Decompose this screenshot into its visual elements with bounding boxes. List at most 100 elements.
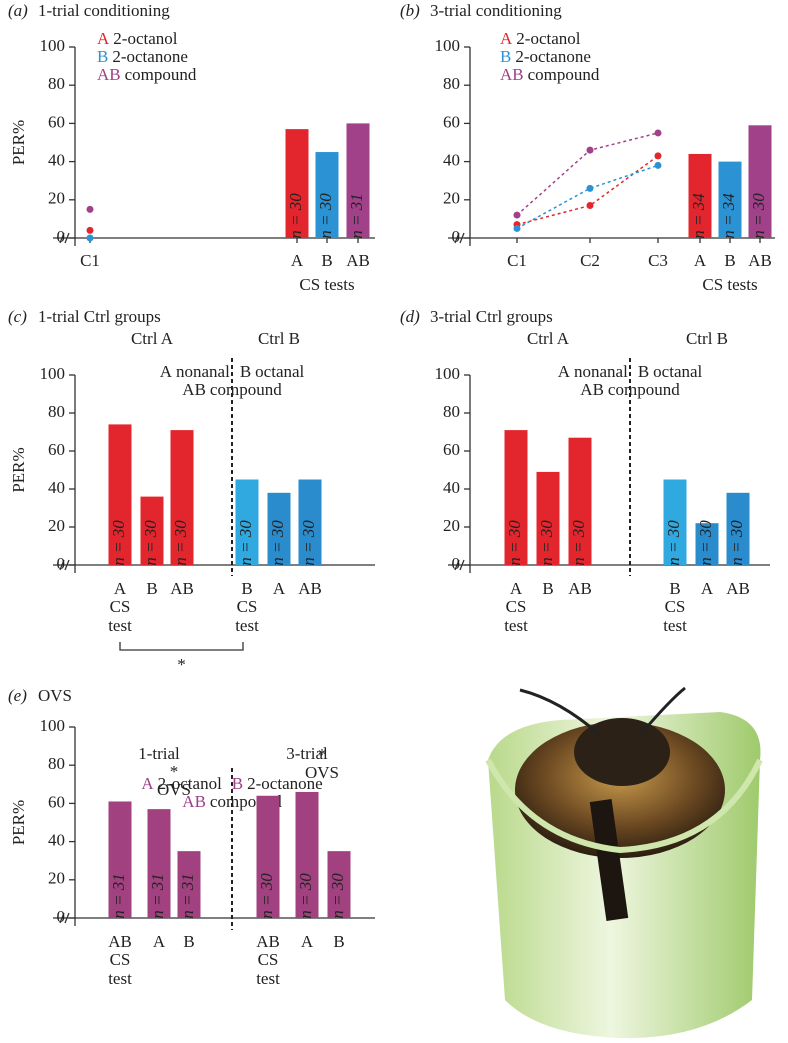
y-tick-label: 40 [443,151,460,170]
bee-head [574,718,670,786]
tube-rim [485,758,763,854]
legend-row: A 2-octanol B 2-octanone [141,774,322,793]
legend-key: A [97,29,110,48]
x-axis-label: CS tests [299,275,354,294]
panel-label: (d) [400,307,420,326]
n-label: n = 30 [141,520,160,566]
panel-title: OVS [38,686,72,705]
bar [267,492,291,565]
panel-title: 3-trial Ctrl groups [430,307,553,326]
cs-test-label: test [663,616,687,635]
trial-dot [586,184,594,192]
bar [147,809,171,918]
n-label: n = 34 [689,193,708,239]
axis-break [454,559,465,571]
cs-test-label: CS [506,597,527,616]
x-tick-label: A [301,932,314,951]
y-tick-label: 20 [48,516,65,535]
y-tick-label: 80 [48,402,65,421]
legend-text: nonanal [176,362,230,381]
panel-title: 1-trial conditioning [38,1,170,20]
x-tick-label: B [146,579,157,598]
group-name: 1-trial [138,744,180,763]
legend-key: B [232,774,243,793]
axis-break [59,559,70,571]
legend-text: 2-octanone [112,47,188,66]
x-tick-label: AB [256,932,280,951]
bee-photo [485,686,763,1039]
y-tick-label: 40 [48,151,65,170]
group-name: Ctrl B [686,329,728,348]
y-tick-label: 60 [443,112,460,131]
x-tick-label: B [321,251,332,270]
n-label: n = 31 [347,193,366,238]
x-tick-label: AB [568,579,592,598]
significance-star: * [170,762,179,781]
bar [140,496,164,565]
axis-break [454,232,465,244]
x-tick-label: A [273,579,286,598]
n-label: n = 30 [286,193,305,239]
annotation: OVS [157,780,191,799]
x-tick-label: C1 [507,251,527,270]
legend-key: B [500,47,511,66]
y-tick-label: 20 [443,189,460,208]
legend-entry: AB compound [97,65,197,84]
y-tick-label: 100 [40,716,66,735]
x-tick-label: AB [108,932,132,951]
x-tick-label: A [153,932,166,951]
y-tick-label: 0 [57,554,66,573]
annotation: OVS [305,763,339,782]
x-tick-label: C3 [648,251,668,270]
axis-break [59,912,70,924]
legend-entry: A 2-octanol [500,29,581,48]
panel-label: (a) [8,1,28,20]
significance-star: * [318,745,327,764]
n-label: n = 30 [328,873,347,919]
trial-line [516,164,659,230]
trial-dot [654,152,662,160]
legend-key: B [97,47,108,66]
bar [536,471,560,565]
legend-key: A [160,362,173,381]
x-tick-label: AB [726,579,750,598]
legend-key: A [558,362,571,381]
y-tick-label: 60 [48,440,65,459]
y-tick-label: 0 [57,907,66,926]
cs-test-label: test [256,969,280,988]
trial-line [516,155,659,226]
legend-text: nonanal [574,362,628,381]
trial-dot [513,224,521,232]
x-tick-label: A [114,579,127,598]
bar [726,492,750,565]
n-label: n = 31 [109,873,128,918]
cs-test-label: test [108,969,132,988]
bar [177,851,201,918]
n-label: n = 30 [749,193,768,239]
n-label: n = 30 [696,520,715,566]
legend-text: compound [210,380,282,399]
y-tick-label: 0 [452,227,461,246]
x-tick-label: B [333,932,344,951]
y-tick-label: 80 [48,754,65,773]
legend-key: A [141,774,154,793]
y-axis-label: PER% [9,120,28,165]
n-label: n = 30 [109,520,128,566]
cs-test-label: test [108,616,132,635]
x-tick-label: C2 [580,251,600,270]
legend-row: AB compound [182,380,282,399]
holder-strip [589,799,629,921]
n-label: n = 34 [719,193,738,239]
bar [346,123,370,238]
trial-dot [586,202,594,210]
significance-bracket [119,642,244,651]
group-name: 3-trial [286,744,328,763]
legend-key: A [500,29,513,48]
cs-test-label: test [235,616,259,635]
cs-test-label: CS [237,597,258,616]
legend-text: 2-octanol [516,29,580,48]
x-tick-label: B [542,579,553,598]
cs-test-label: CS [665,597,686,616]
bar [170,430,194,565]
